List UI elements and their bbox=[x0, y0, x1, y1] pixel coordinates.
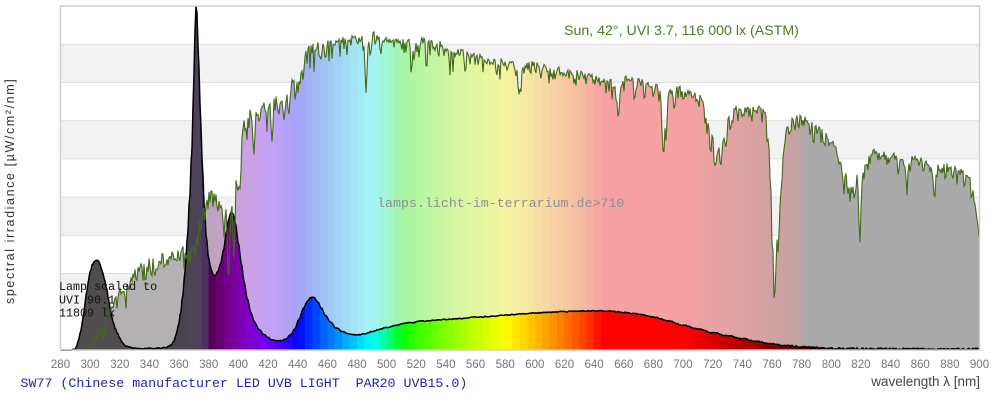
svg-text:460: 460 bbox=[318, 359, 337, 371]
svg-text:spectral irradiance [µW/cm²/nm: spectral irradiance [µW/cm²/nm] bbox=[3, 78, 17, 304]
svg-text:300: 300 bbox=[81, 359, 100, 371]
svg-text:320: 320 bbox=[110, 359, 129, 371]
svg-text:680: 680 bbox=[644, 359, 663, 371]
svg-text:540: 540 bbox=[436, 359, 455, 371]
svg-text:Sun, 42°, UVI 3.7, 116 000 lx: Sun, 42°, UVI 3.7, 116 000 lx (ASTM) bbox=[564, 23, 799, 39]
svg-text:lamps.licht-im-terrarium.de>71: lamps.licht-im-terrarium.de>710 bbox=[377, 196, 624, 211]
svg-text:740: 740 bbox=[733, 359, 752, 371]
svg-text:500: 500 bbox=[377, 359, 396, 371]
svg-text:900: 900 bbox=[970, 359, 989, 371]
svg-text:820: 820 bbox=[851, 359, 870, 371]
svg-text:480: 480 bbox=[347, 359, 366, 371]
svg-text:Lamp scaled to: Lamp scaled to bbox=[59, 280, 157, 294]
svg-text:SW77 (Chinese manufacturer LED: SW77 (Chinese manufacturer LED UVB LIGHT… bbox=[21, 376, 468, 391]
svg-text:880: 880 bbox=[940, 359, 959, 371]
svg-text:600: 600 bbox=[525, 359, 544, 371]
svg-text:560: 560 bbox=[466, 359, 485, 371]
svg-text:440: 440 bbox=[288, 359, 307, 371]
svg-text:720: 720 bbox=[703, 359, 722, 371]
svg-text:660: 660 bbox=[614, 359, 633, 371]
svg-text:580: 580 bbox=[496, 359, 515, 371]
svg-text:420: 420 bbox=[258, 359, 277, 371]
svg-text:520: 520 bbox=[407, 359, 426, 371]
svg-text:700: 700 bbox=[673, 359, 692, 371]
svg-text:wavelength λ [nm]: wavelength λ [nm] bbox=[870, 374, 980, 389]
svg-text:280: 280 bbox=[51, 359, 70, 371]
svg-text:640: 640 bbox=[585, 359, 604, 371]
svg-text:840: 840 bbox=[881, 359, 900, 371]
svg-text:340: 340 bbox=[140, 359, 159, 371]
svg-text:800: 800 bbox=[822, 359, 841, 371]
svg-text:11809 lx: 11809 lx bbox=[59, 307, 115, 321]
svg-text:UVI 90.1: UVI 90.1 bbox=[59, 294, 115, 308]
svg-text:360: 360 bbox=[170, 359, 189, 371]
svg-text:780: 780 bbox=[792, 359, 811, 371]
svg-text:620: 620 bbox=[555, 359, 574, 371]
svg-text:380: 380 bbox=[199, 359, 218, 371]
svg-text:400: 400 bbox=[229, 359, 248, 371]
svg-text:860: 860 bbox=[911, 359, 930, 371]
svg-text:760: 760 bbox=[762, 359, 781, 371]
